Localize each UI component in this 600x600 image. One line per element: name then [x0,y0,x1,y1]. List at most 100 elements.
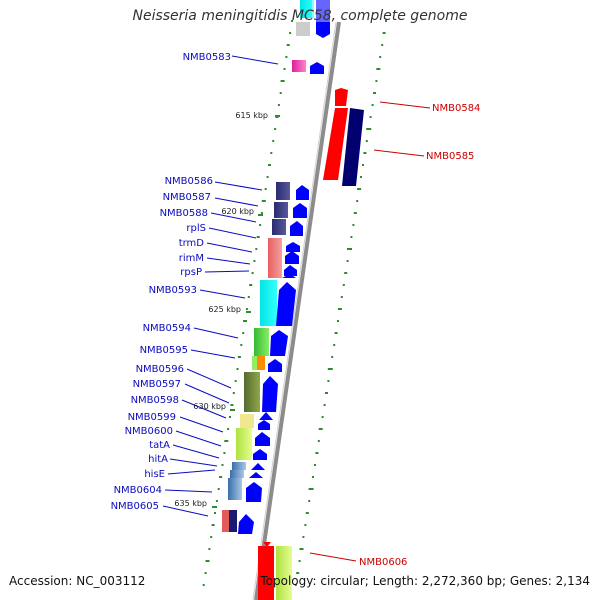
gc-mark [264,188,267,190]
gene-label-tata[interactable]: tatA [149,440,170,451]
gc-mark [381,44,384,46]
scale-label-620: 620 kbp [221,207,254,216]
gc-mark [214,512,216,514]
gene-label-nmb0587[interactable]: NMB0587 [163,192,211,203]
gc-mark [236,368,239,370]
gc-mark [204,572,207,574]
gene-color-block-nmb0600 [236,428,252,460]
gene-label-rpsp[interactable]: rpsP [180,267,202,278]
gene-color-block-nmb0596 [257,356,265,370]
gene-arrow-tata [253,449,267,460]
gene-label-hise[interactable]: hisE [144,469,165,480]
gene-color-block-nmb0583 [292,60,306,72]
gene-arrow-nmb0594 [270,330,288,356]
gc-mark [373,92,376,94]
gene-arrow-hise [249,472,263,478]
genome-backbone-highlight [252,21,337,600]
gc-mark [347,248,352,250]
gene-label-trmd[interactable]: trmD [179,238,205,249]
gene-arrow-nmb0595 [268,359,282,372]
gc-mark [317,440,320,442]
gene-arrow-hita [251,463,265,470]
gene-color-block-nmb0593 [260,280,277,326]
gc-mark [360,176,362,178]
gene-label-rpls[interactable]: rplS [186,223,206,234]
gene-label-rimm[interactable]: rimM [179,253,204,264]
gene-label-nmb0586[interactable]: NMB0586 [165,176,213,187]
gene-label-nmb0598[interactable]: NMB0598 [131,395,179,406]
gc-mark [294,584,297,586]
gc-mark [261,200,266,202]
gc-mark [382,32,386,34]
gene-label-nmb0595[interactable]: NMB0595 [140,345,188,356]
gene-label-nmb0594[interactable]: NMB0594 [143,323,191,334]
gc-mark [232,392,235,394]
gc-mark [346,260,349,262]
gc-mark [340,296,343,298]
gc-mark [337,308,342,310]
gene-arrow-nmb0583 [310,62,324,74]
gc-mark [272,140,275,142]
gene-label-nmb0597[interactable]: NMB0597 [133,379,181,390]
gene-color-block-red-bottom [258,546,274,600]
gene-label-nmb0600[interactable]: NMB0600 [125,426,173,437]
gene-color-block [296,22,310,36]
gc-mark [379,56,382,58]
gene-label-nmb0593[interactable]: NMB0593 [149,285,197,296]
gene-color-block-nmb0605b [229,510,237,532]
gc-mark [270,152,273,154]
gc-mark [229,416,231,418]
gc-mark [375,80,378,82]
gc-mark [205,560,210,562]
gene-label-nmb0606[interactable]: NMB0606 [359,557,407,568]
gc-mark [369,116,372,118]
gc-mark [350,236,353,238]
gc-mark [357,188,362,190]
gc-mark [202,584,205,586]
gene-label-hita[interactable]: hitA [148,454,168,465]
gc-mark [344,272,348,274]
gene-color-block-nmb0588 [272,219,286,235]
gene-label-nmb0605[interactable]: NMB0605 [111,501,159,512]
gc-mark [249,284,253,286]
genome-backbone [254,21,341,600]
gene-label-nmb0583[interactable]: NMB0583 [183,52,231,63]
gene-label-nmb0604[interactable]: NMB0604 [114,485,162,496]
gc-mark [302,536,305,538]
gene-label-nmb0584[interactable]: NMB0584 [432,103,480,114]
gc-mark [321,416,324,418]
gene-color-block-tata [232,462,246,470]
gene-color-block-nmb0597 [244,372,260,412]
gc-mark [253,260,256,262]
gc-mark [314,464,316,466]
gc-mark [268,164,271,166]
scale-label-635: 635 kbp [174,499,207,508]
gene-label-nmb0585[interactable]: NMB0585 [426,151,474,162]
gene-arrow-nmb0584 [323,108,348,180]
gene-arrow-rpsp [282,274,296,278]
gc-mark [240,344,243,346]
gene-arrow-rimm [284,265,297,276]
gene-color-block-nmb0599 [240,414,254,428]
gene-highlight [312,0,340,22]
gene-color-block-nmb0604 [228,478,242,500]
gene-arrow-plus [316,0,330,38]
gc-mark [217,488,220,490]
gene-arrow-small-red-bottom [263,542,271,547]
topology-text: Topology: circular; Length: 2,272,360 bp… [260,574,590,588]
gc-mark [245,308,248,310]
gene-label-nmb0596[interactable]: NMB0596 [136,364,184,375]
gc-mark [230,404,234,406]
gc-mark [312,476,314,478]
gc-mark [256,236,260,238]
gene-arrow-trmd [285,251,299,264]
gene-arrow-nmb0600 [255,432,270,446]
gc-mark [342,284,345,286]
gc-mark [277,104,280,106]
gc-mark [296,572,300,574]
gene-arrow-nmb0585 [342,108,364,186]
gene-label-nmb0599[interactable]: NMB0599 [128,412,176,423]
gene-arrow-nmb0604 [246,482,262,502]
gene-label-nmb0588[interactable]: NMB0588 [160,208,208,219]
